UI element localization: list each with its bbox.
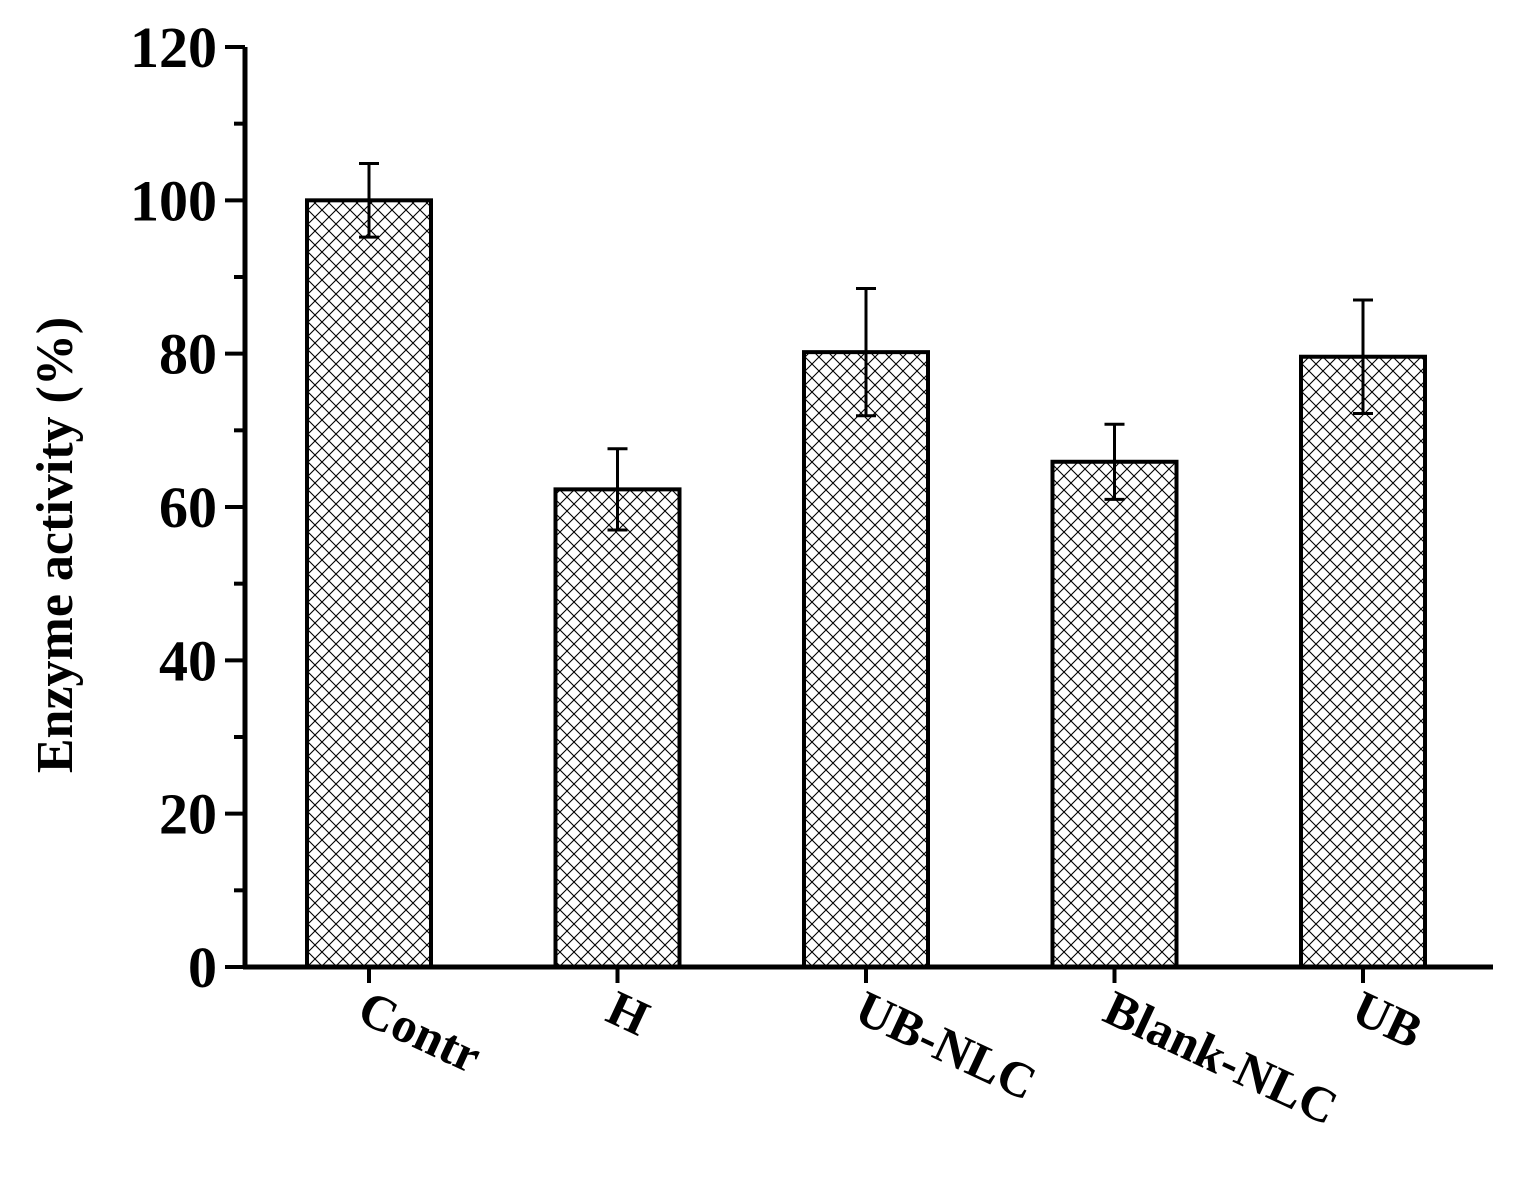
bar-ub (1299, 354, 1427, 969)
x-tick-label-contr: Contr (350, 979, 489, 1084)
bar-contr (305, 198, 433, 970)
axes-group (225, 45, 1493, 983)
y-tick-label-0: 0 (188, 935, 217, 1000)
x-tick-label-ub-nlc: UB-NLC (847, 979, 1044, 1111)
x-tick-label-h: H (599, 979, 658, 1046)
bar-blank-nlc (1050, 459, 1179, 969)
y-tick-label-40: 40 (159, 628, 217, 693)
y-tick-label-100: 100 (130, 168, 217, 233)
y-tick-label-20: 20 (159, 782, 217, 847)
bars-group (305, 198, 1427, 970)
y-tick-label-60: 60 (159, 475, 217, 540)
bar-ub-nlc (802, 350, 930, 969)
x-tick-label-blank-nlc: Blank-NLC (1096, 979, 1346, 1135)
y-tick-label-120: 120 (130, 15, 217, 80)
error-bars-group (359, 162, 1373, 532)
y-tick-label-80: 80 (159, 322, 217, 387)
y-axis-title: Enzyme activity (%) (27, 317, 84, 773)
bar-h (553, 487, 682, 969)
x-tick-label-ub: UB (1344, 979, 1431, 1059)
